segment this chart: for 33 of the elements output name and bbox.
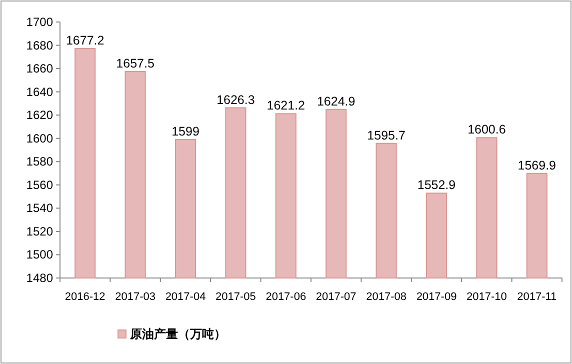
x-tick-label: 2017-03 (115, 291, 156, 303)
y-tick-label: 1600 (26, 131, 54, 146)
y-tick-label: 1640 (26, 84, 54, 99)
y-tick-label: 1560 (26, 178, 54, 192)
x-tick-label: 2017-07 (316, 291, 356, 303)
y-tick-label: 1500 (26, 248, 54, 262)
x-tick-label: 2017-09 (416, 291, 457, 303)
x-tick-label: 2017-10 (466, 291, 507, 303)
y-tick-label: 1680 (26, 38, 54, 52)
data-label: 1626.3 (216, 92, 255, 107)
data-label: 1599 (172, 124, 200, 139)
data-label: 1624.9 (316, 94, 356, 108)
data-label: 1552.9 (417, 178, 456, 192)
x-tick-label: 2017-11 (517, 291, 557, 303)
legend-label: 原油产量（万吨） (129, 327, 226, 341)
data-label: 1657.5 (116, 56, 154, 70)
x-tick-label: 2017-06 (266, 291, 306, 303)
data-label: 1621.2 (266, 98, 306, 113)
data-label: 1595.7 (367, 128, 406, 142)
y-tick-label: 1620 (26, 108, 54, 122)
x-tick-label: 2017-08 (366, 291, 406, 303)
y-tick-label: 1480 (26, 271, 54, 285)
y-tick-label: 1580 (26, 154, 54, 169)
x-tick-label: 2017-04 (165, 291, 206, 303)
data-label: 1677.2 (66, 34, 104, 48)
data-label: 1569.9 (518, 158, 556, 172)
data-label: 1600.6 (468, 122, 506, 137)
y-tick-label: 1700 (26, 15, 54, 29)
x-tick-label: 2016-12 (64, 291, 106, 303)
y-tick-label: 1660 (26, 62, 54, 76)
y-tick-label: 1540 (26, 201, 54, 216)
y-tick-label: 1520 (26, 224, 54, 238)
x-tick-label: 2017-05 (216, 291, 256, 303)
